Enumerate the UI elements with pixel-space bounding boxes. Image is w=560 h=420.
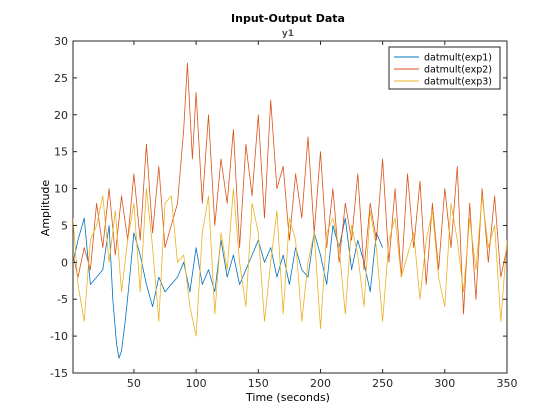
y-tick-label: 15 bbox=[54, 146, 68, 159]
chart-subtitle: y1 bbox=[282, 29, 294, 39]
y-tick-label: 25 bbox=[54, 72, 68, 85]
axes-box bbox=[72, 40, 508, 374]
legend-label-2: datmult(exp2) bbox=[424, 65, 492, 76]
legend-box bbox=[388, 46, 501, 90]
series-line-1 bbox=[73, 217, 383, 359]
y-axis-label: Amplitude bbox=[39, 180, 52, 237]
x-tick-label: 150 bbox=[248, 377, 269, 390]
x-tick-label: 350 bbox=[497, 377, 518, 390]
x-tick-label: 50 bbox=[127, 377, 141, 390]
x-axis-label: Time (seconds) bbox=[245, 391, 330, 404]
y-tick-label: 20 bbox=[54, 109, 68, 122]
plot-area: 50 100 150 200 250 300 350 -15 -10 -5 0 5 10 15 20 25 30 bbox=[50, 35, 517, 390]
series-line-3 bbox=[73, 188, 507, 337]
x-tick-label: 200 bbox=[310, 377, 331, 390]
x-tick-label: 300 bbox=[434, 377, 455, 390]
x-tick-label: 250 bbox=[372, 377, 393, 390]
y-tick-label: 10 bbox=[54, 183, 68, 196]
y-tick-label: -15 bbox=[50, 367, 68, 380]
series-line-2 bbox=[73, 62, 507, 315]
chart-title: Input-Output Data bbox=[231, 12, 345, 25]
x-tick-label: 100 bbox=[186, 377, 207, 390]
y-tick-label: -10 bbox=[50, 330, 68, 343]
y-tick-label: 0 bbox=[61, 256, 68, 269]
legend-label-1: datmult(exp1) bbox=[424, 53, 492, 64]
legend-label-3: datmult(exp3) bbox=[424, 77, 492, 88]
y-tick-label: 5 bbox=[61, 219, 68, 232]
y-tick-label: 30 bbox=[54, 35, 68, 48]
y-tick-label: -5 bbox=[57, 293, 68, 306]
legend: datmult(exp1)datmult(exp2)datmult(exp3) bbox=[388, 46, 501, 90]
series-group bbox=[73, 62, 507, 359]
